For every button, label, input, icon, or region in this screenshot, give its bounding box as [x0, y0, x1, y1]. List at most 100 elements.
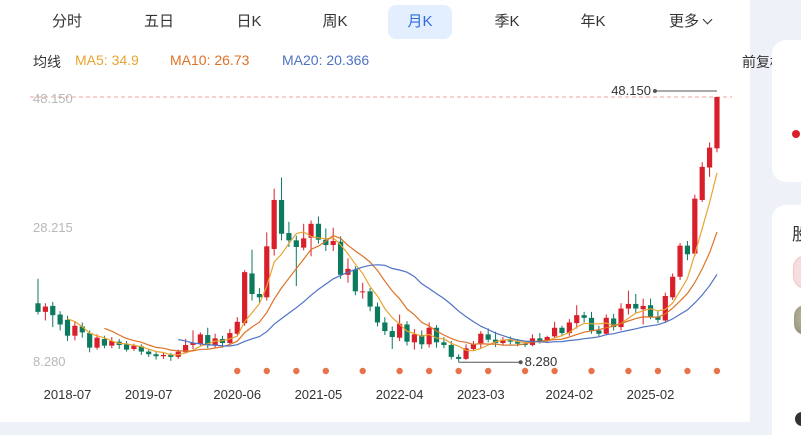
- event-marker-dot[interactable]: [263, 367, 270, 375]
- candle: [463, 344, 469, 361]
- tab-intraday[interactable]: 分时: [51, 13, 82, 30]
- candle-body: [448, 344, 454, 357]
- event-marker-dot[interactable]: [455, 367, 462, 375]
- candle: [529, 334, 536, 347]
- x-tick-label: 2020-06: [213, 387, 261, 402]
- candle: [618, 303, 624, 331]
- live-dot-icon: [792, 130, 800, 138]
- tab-yearly-k[interactable]: 年K: [580, 13, 606, 30]
- candle: [249, 249, 255, 301]
- tab-quarterly-k[interactable]: 季K: [494, 13, 520, 30]
- candle: [79, 322, 85, 338]
- side-title: 股: [792, 225, 801, 244]
- candle-body: [301, 238, 307, 248]
- candle: [714, 97, 720, 153]
- ma20-line: [178, 264, 718, 347]
- candle-body: [293, 240, 299, 247]
- candle: [640, 298, 646, 325]
- candle: [109, 337, 115, 349]
- event-marker-dot[interactable]: [588, 367, 595, 375]
- candle: [315, 216, 322, 244]
- candle: [87, 330, 93, 353]
- candle: [35, 278, 41, 315]
- event-marker-dot[interactable]: [322, 367, 330, 375]
- candle: [500, 337, 506, 346]
- y-tick-label: 48.150: [33, 91, 73, 106]
- tab-five-day[interactable]: 五日: [143, 13, 174, 30]
- candle: [611, 313, 617, 331]
- candle: [397, 314, 403, 342]
- tab-more[interactable]: 更多: [660, 5, 720, 39]
- event-marker-dot[interactable]: [293, 367, 300, 375]
- event-marker-dot[interactable]: [684, 367, 691, 375]
- candle-body: [138, 346, 144, 352]
- candle: [699, 162, 705, 202]
- candle-body: [397, 323, 403, 338]
- candle-body: [574, 315, 580, 324]
- candle: [190, 330, 196, 349]
- candlestick-chart: 48.150 28.215 8.280 48.150 8.280 2018-07…: [30, 83, 732, 402]
- max-annotation-label: 48.150: [611, 83, 651, 98]
- candle: [301, 223, 307, 251]
- candle: [419, 330, 425, 349]
- candle: [485, 328, 491, 343]
- candle-body: [308, 223, 314, 238]
- candle: [633, 293, 639, 314]
- candle: [42, 303, 48, 321]
- event-marker-dot[interactable]: [425, 367, 433, 375]
- tab-daily-k[interactable]: 日K: [236, 13, 262, 30]
- candle: [382, 317, 388, 336]
- candle-body: [352, 269, 358, 292]
- event-marker-dot[interactable]: [521, 367, 529, 375]
- candle-body: [212, 338, 218, 346]
- event-marker-dot[interactable]: [359, 367, 366, 375]
- candle-body: [183, 344, 189, 353]
- candle: [352, 266, 358, 296]
- event-marker-dot[interactable]: [234, 367, 241, 375]
- candle: [123, 341, 130, 352]
- candle: [684, 241, 691, 261]
- candle-body: [478, 333, 484, 345]
- y-tick-label: 8.280: [33, 354, 66, 369]
- candle: [552, 321, 558, 339]
- event-marker-dot[interactable]: [484, 367, 492, 375]
- candle-body: [706, 147, 713, 168]
- candle: [670, 273, 676, 300]
- min-annotation-dot: [518, 360, 523, 365]
- candle: [293, 235, 299, 287]
- candle: [574, 305, 580, 329]
- candle-body: [227, 333, 233, 343]
- candle: [404, 321, 410, 346]
- candle-body: [50, 305, 56, 316]
- candle-body: [544, 337, 550, 342]
- candle-body: [35, 303, 41, 312]
- tab-monthly-k[interactable]: 月K: [388, 5, 452, 39]
- event-marker-dot[interactable]: [396, 367, 403, 375]
- tab-weekly-k[interactable]: 周K: [322, 13, 348, 30]
- event-marker-dot[interactable]: [551, 367, 558, 375]
- event-marker-dot[interactable]: [713, 367, 721, 375]
- avatar[interactable]: [794, 305, 801, 335]
- candle: [256, 288, 262, 303]
- event-marker-dot[interactable]: [654, 367, 662, 375]
- candle: [57, 311, 63, 331]
- candle-body: [197, 334, 203, 344]
- event-marker-dot[interactable]: [625, 367, 632, 375]
- legend-title: 均线: [33, 54, 61, 70]
- x-tick-label: 2023-03: [457, 387, 505, 402]
- candle: [242, 270, 248, 326]
- tab-more-label: 更多: [668, 13, 699, 30]
- candle: [72, 321, 78, 341]
- candle-body: [87, 333, 93, 348]
- candle-body: [101, 339, 108, 346]
- candle-body: [160, 354, 167, 357]
- candle-body: [249, 273, 255, 294]
- candle-body: [433, 327, 440, 343]
- candle-body: [123, 344, 130, 350]
- candle-body: [330, 241, 336, 245]
- candle: [603, 314, 609, 336]
- candle-body: [699, 166, 705, 200]
- avatar[interactable]: [795, 412, 801, 426]
- candle-body: [234, 321, 240, 334]
- candle-body: [603, 317, 609, 334]
